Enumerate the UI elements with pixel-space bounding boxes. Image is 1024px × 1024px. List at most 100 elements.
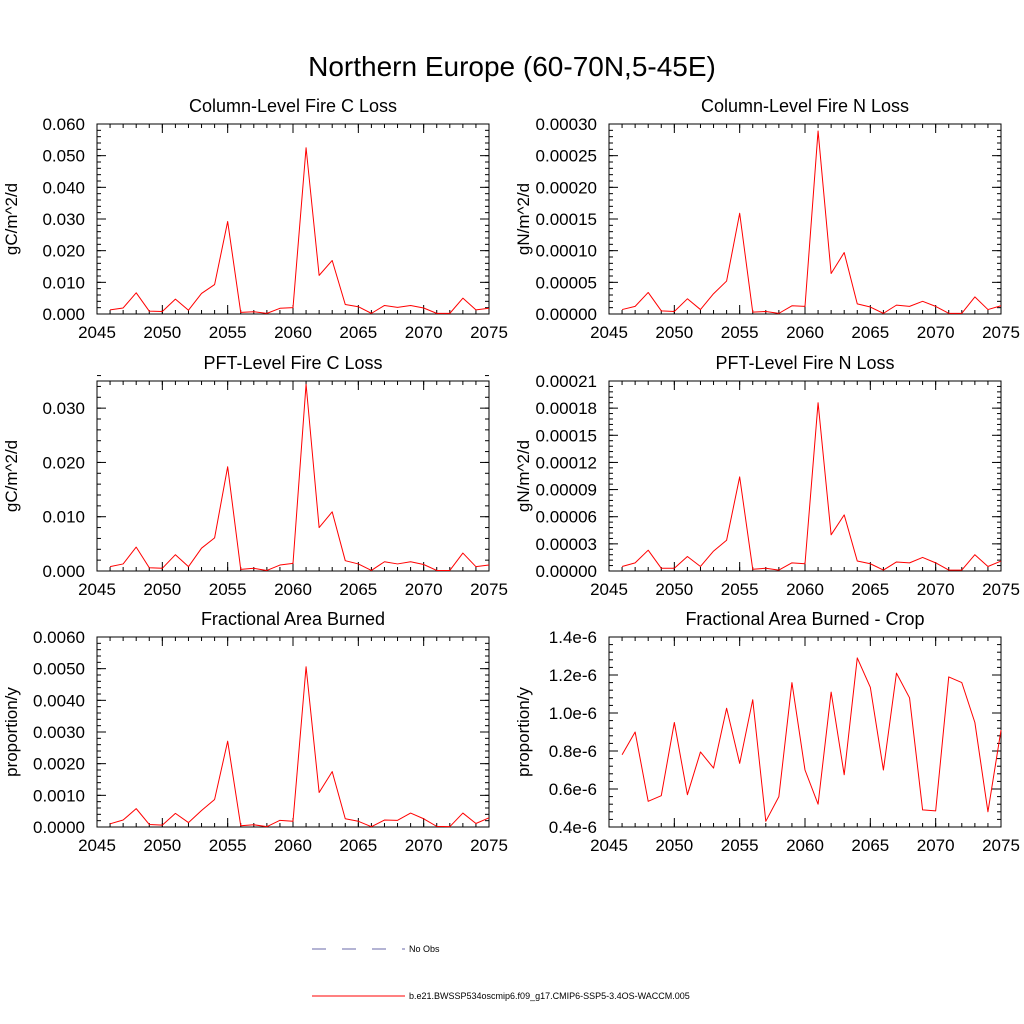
y-tick-label: 0.010 — [42, 508, 85, 527]
y-tick-label: 0.00000 — [536, 562, 597, 581]
x-tick-label: 2075 — [982, 836, 1020, 855]
x-tick-label: 2045 — [78, 836, 116, 855]
y-tick-label: 0.6e-6 — [549, 780, 597, 799]
y-tick-label: 0.00006 — [536, 508, 597, 527]
x-tick-label: 2060 — [274, 580, 312, 599]
y-tick-label: 1.4e-6 — [549, 628, 597, 647]
y-tick-label: 0.0060 — [33, 628, 85, 647]
x-tick-label: 2070 — [405, 323, 443, 342]
y-axis-label: gC/m^2/d — [2, 183, 21, 255]
x-tick-label: 2055 — [721, 836, 759, 855]
x-tick-label: 2070 — [405, 836, 443, 855]
x-tick-label: 2060 — [274, 836, 312, 855]
x-tick-label: 2050 — [143, 836, 181, 855]
series-line — [621, 657, 1002, 822]
y-tick-label: 0.0030 — [33, 723, 85, 742]
x-tick-label: 2050 — [655, 323, 693, 342]
x-tick-label: 2075 — [470, 836, 508, 855]
y-tick-label: 0.0010 — [33, 786, 85, 805]
x-tick-label: 2075 — [470, 323, 508, 342]
y-axis-label: gN/m^2/d — [514, 440, 533, 512]
y-tick-label: 0.4e-6 — [549, 818, 597, 837]
x-tick-label: 2070 — [405, 580, 443, 599]
panel-5: Fractional Area Burned proportion/y 2045 20… — [2, 609, 508, 855]
panel-title: Fractional Area Burned - Crop — [685, 609, 924, 629]
panel-title: Column-Level Fire C Loss — [189, 96, 397, 116]
panel-1: Column-Level Fire C Loss gC/m^2/d 2045 2050… — [2, 96, 508, 342]
y-tick-label: 0.0040 — [33, 691, 85, 710]
series-line — [109, 666, 490, 828]
x-tick-label: 2065 — [851, 580, 889, 599]
x-tick-label: 2060 — [786, 580, 824, 599]
y-tick-label: 0.00015 — [536, 426, 597, 445]
y-tick-label: 0.000 — [42, 305, 85, 324]
y-tick-label: 0.00003 — [536, 535, 597, 554]
x-tick-label: 2055 — [209, 580, 247, 599]
plot-frame — [96, 380, 490, 572]
y-tick-label: 0.00012 — [536, 453, 597, 472]
panel-6: Fractional Area Burned - Crop proportion/… — [514, 609, 1020, 855]
y-axis-label: proportion/y — [514, 687, 533, 777]
y-tick-label: 0.030 — [42, 399, 85, 418]
panel-title: PFT-Level Fire N Loss — [715, 353, 894, 373]
y-tick-label: 0.020 — [42, 453, 85, 472]
y-tick-label: 0.00009 — [536, 481, 597, 500]
y-tick-label: 0.00021 — [536, 372, 597, 391]
x-tick-label: 2075 — [982, 323, 1020, 342]
panel-3: PFT-Level Fire C Loss gC/m^2/d 2045 2050 205… — [2, 353, 508, 599]
x-tick-label: 2050 — [655, 836, 693, 855]
x-tick-label: 2060 — [274, 323, 312, 342]
y-tick-label: 0.0000 — [33, 818, 85, 837]
x-tick-label: 2070 — [917, 580, 955, 599]
x-tick-label: 2045 — [590, 836, 628, 855]
x-tick-label: 2055 — [209, 836, 247, 855]
y-tick-label: 0.060 — [42, 115, 85, 134]
x-tick-label: 2065 — [851, 323, 889, 342]
plot-frame — [96, 636, 490, 828]
y-tick-label: 0.040 — [42, 178, 85, 197]
panel-title: PFT-Level Fire C Loss — [203, 353, 382, 373]
x-tick-label: 2045 — [78, 323, 116, 342]
y-tick-label: 0.0050 — [33, 660, 85, 679]
y-tick-label: 1.0e-6 — [549, 704, 597, 723]
x-tick-label: 2050 — [143, 580, 181, 599]
chart-panels: Column-Level Fire C Loss gC/m^2/d 2045 2050… — [2, 96, 1020, 855]
x-tick-label: 2055 — [721, 580, 759, 599]
x-tick-label: 2055 — [209, 323, 247, 342]
x-tick-label: 2075 — [982, 580, 1020, 599]
x-tick-label: 2055 — [721, 323, 759, 342]
y-tick-label: 0.00015 — [536, 210, 597, 229]
y-tick-label: 0.00000 — [536, 305, 597, 324]
x-tick-label: 2065 — [339, 323, 377, 342]
x-tick-label: 2070 — [917, 836, 955, 855]
panel-4: PFT-Level Fire N Loss gN/m^2/d 2045 2050 205… — [514, 353, 1020, 599]
panel-2: Column-Level Fire N Loss gN/m^2/d 2045 2050… — [514, 96, 1020, 342]
x-tick-label: 2065 — [851, 836, 889, 855]
x-tick-label: 2065 — [339, 836, 377, 855]
x-tick-label: 2075 — [470, 580, 508, 599]
x-tick-label: 2060 — [786, 836, 824, 855]
x-tick-label: 2045 — [590, 323, 628, 342]
x-tick-label: 2045 — [590, 580, 628, 599]
plot-frame — [608, 380, 1002, 572]
panel-title: Fractional Area Burned — [201, 609, 385, 629]
series-line — [109, 147, 490, 314]
y-tick-label: 1.2e-6 — [549, 666, 597, 685]
x-tick-label: 2060 — [786, 323, 824, 342]
series-line — [621, 130, 1002, 314]
x-tick-label: 2065 — [339, 580, 377, 599]
x-tick-label: 2050 — [655, 580, 693, 599]
y-axis-label: proportion/y — [2, 687, 21, 777]
plot-frame — [96, 123, 490, 315]
plot-frame — [608, 636, 1002, 828]
y-tick-label: 0.00010 — [536, 242, 597, 261]
x-tick-label: 2070 — [917, 323, 955, 342]
y-tick-label: 0.0020 — [33, 755, 85, 774]
y-tick-label: 0.8e-6 — [549, 742, 597, 761]
legend: No Obs b.e21.BWSSP534oscmip6.f09_g17.CMI… — [312, 944, 690, 1001]
series-line — [109, 383, 490, 571]
y-tick-label: 0.020 — [42, 242, 85, 261]
y-axis-label: gC/m^2/d — [2, 440, 21, 512]
y-tick-label: 0.00005 — [536, 273, 597, 292]
